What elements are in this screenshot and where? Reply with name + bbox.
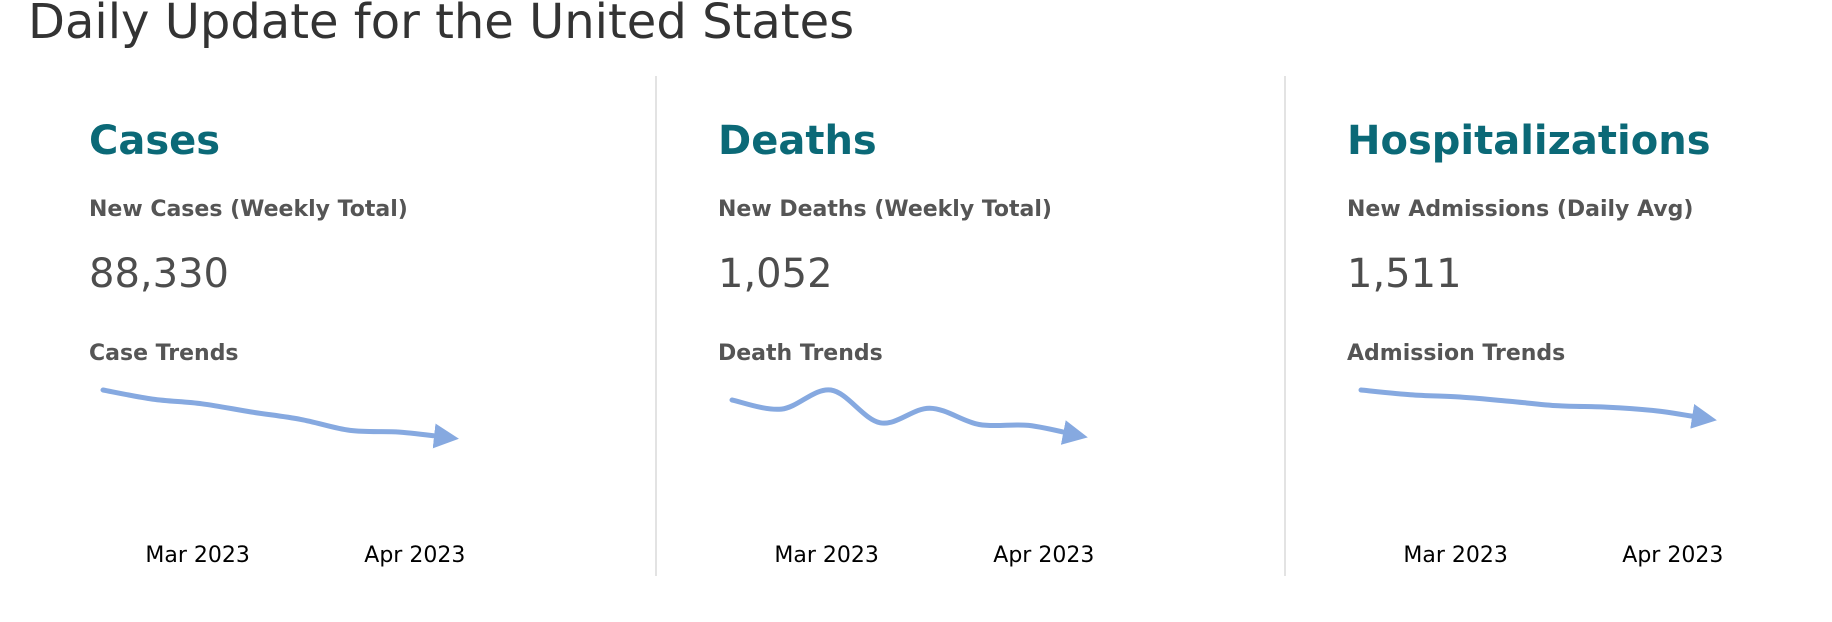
deaths-heading[interactable]: Deaths bbox=[718, 118, 877, 164]
x-tick-label: Apr 2023 bbox=[993, 543, 1094, 568]
x-tick-label: Mar 2023 bbox=[145, 543, 250, 568]
deaths-panel: Deaths New Deaths (Weekly Total) 1,052 D… bbox=[718, 0, 1278, 622]
cases-panel: Cases New Cases (Weekly Total) 88,330 Ca… bbox=[89, 0, 649, 622]
deaths-metric-label: New Deaths (Weekly Total) bbox=[718, 197, 1052, 222]
hospitalizations-trend-label: Admission Trends bbox=[1347, 341, 1566, 366]
admissions-trend-chart: Mar 2023 Apr 2023 bbox=[1358, 387, 1723, 568]
cases-trend-label: Case Trends bbox=[89, 341, 239, 366]
cases-trend-chart: Mar 2023 Apr 2023 bbox=[100, 387, 465, 568]
deaths-trend-label: Death Trends bbox=[718, 341, 883, 366]
trend-line bbox=[100, 387, 459, 449]
cases-metric-label: New Cases (Weekly Total) bbox=[89, 197, 408, 222]
x-tick-label: Apr 2023 bbox=[364, 543, 465, 568]
hospitalizations-heading[interactable]: Hospitalizations bbox=[1347, 118, 1711, 164]
deaths-metric-value: 1,052 bbox=[718, 251, 833, 297]
trend-line bbox=[1358, 387, 1717, 429]
x-tick-label: Apr 2023 bbox=[1622, 543, 1723, 568]
x-tick-label: Mar 2023 bbox=[774, 543, 879, 568]
x-tick-label: Mar 2023 bbox=[1403, 543, 1508, 568]
cases-heading[interactable]: Cases bbox=[89, 118, 221, 164]
panel-divider bbox=[1284, 76, 1286, 576]
hospitalizations-metric-label: New Admissions (Daily Avg) bbox=[1347, 197, 1694, 222]
cases-metric-value: 88,330 bbox=[89, 251, 229, 297]
hospitalizations-metric-value: 1,511 bbox=[1347, 251, 1462, 297]
page-title: Daily Update for the United States bbox=[28, 0, 855, 50]
hospitalizations-panel: Hospitalizations New Admissions (Daily A… bbox=[1347, 0, 1832, 622]
trend-line bbox=[729, 387, 1088, 445]
panel-divider bbox=[655, 76, 657, 576]
deaths-trend-chart: Mar 2023 Apr 2023 bbox=[729, 387, 1094, 568]
